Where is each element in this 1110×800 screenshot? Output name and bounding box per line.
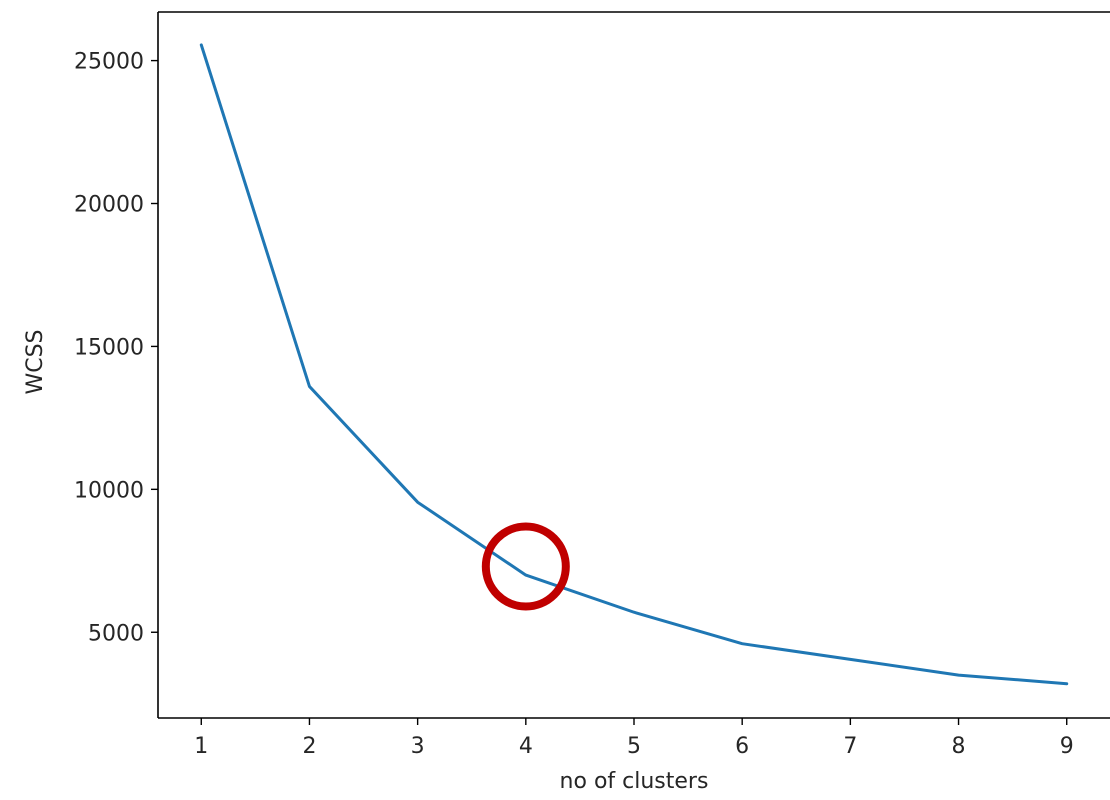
x-tick-label: 8: [952, 734, 966, 759]
y-tick-label: 20000: [74, 193, 144, 218]
plot-area: 1 2 3 4 5 6 7 8 9 5000 10000 15000 20000 25000: [74, 11, 1110, 759]
x-tick-label: 4: [519, 734, 533, 759]
x-tick-label: 9: [1060, 734, 1074, 759]
y-tick-label: 25000: [74, 50, 144, 75]
y-tick-label: 5000: [88, 621, 144, 646]
x-tick-label: 3: [411, 734, 425, 759]
y-axis-label: WCSS: [23, 329, 48, 394]
x-tick-label: 6: [735, 734, 749, 759]
x-tick-label: 1: [194, 734, 208, 759]
x-tick-label: 7: [843, 734, 857, 759]
x-tick-label: 2: [302, 734, 316, 759]
y-tick-label: 10000: [74, 478, 144, 503]
elbow-highlight-circle: [481, 522, 570, 611]
y-tick-label: 15000: [74, 335, 144, 360]
series-line: [199, 43, 1069, 686]
x-tick-label: 5: [627, 734, 641, 759]
x-axis-label: no of clusters: [560, 769, 709, 794]
